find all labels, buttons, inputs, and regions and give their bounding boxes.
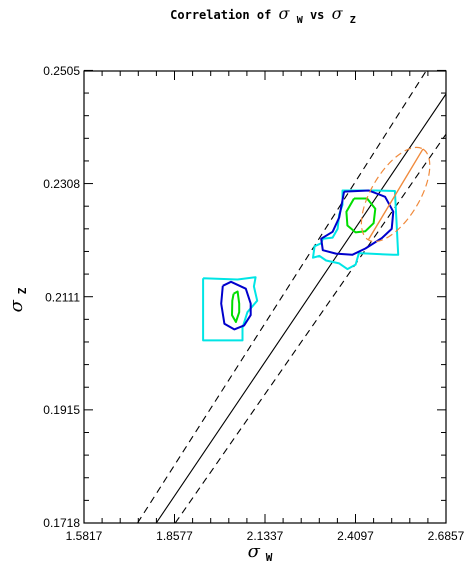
- title-var2-sub: Z: [350, 15, 356, 26]
- ellipse-major-axis: [367, 148, 424, 241]
- plot-frame: [83, 70, 447, 524]
- dashed-confidence-line: [174, 133, 446, 523]
- y-axis-symbol: σ: [6, 299, 27, 312]
- title-middle: vs: [310, 8, 332, 22]
- y-axis-sub: Z: [16, 287, 29, 294]
- ellipse-layer: [360, 146, 431, 243]
- dashed-confidence-line: [137, 71, 427, 523]
- solid-fit-line: [155, 93, 446, 523]
- green-contour: [231, 290, 241, 323]
- y-tick-label: 0.2111: [45, 290, 80, 304]
- reference-lines: [137, 71, 446, 523]
- y-tick-label: 0.1718: [43, 516, 80, 530]
- title-var1-sub: W: [297, 15, 304, 26]
- y-tick-label: 0.2505: [43, 64, 80, 78]
- x-tick-label: 2.1337: [247, 529, 284, 543]
- cyan-contour: [312, 189, 400, 271]
- title-var2-symbol: σ: [332, 4, 344, 23]
- y-tick-label: 0.1915: [43, 403, 80, 417]
- green-contour: [345, 197, 377, 234]
- y-axis-label: σ Z: [6, 287, 29, 312]
- blue-contour: [220, 280, 252, 331]
- y-tick-label: 0.2308: [43, 177, 80, 191]
- x-tick-label: 2.4097: [337, 529, 374, 543]
- cyan-contour: [202, 276, 259, 342]
- contours: [202, 189, 400, 342]
- chart-title: Correlation of σ W vs σ Z: [170, 4, 356, 26]
- x-axis-symbol: σ: [248, 541, 261, 562]
- y-tick-labels: 0.1718 0.1915 0.2111 0.2308 0.2505: [43, 64, 80, 530]
- x-axis-label: σ W: [248, 541, 273, 563]
- blue-contour: [320, 189, 395, 256]
- axis-ticks: [83, 69, 447, 524]
- x-tick-label: 1.5817: [66, 529, 103, 543]
- x-tick-label: 1.8577: [156, 529, 193, 543]
- y-axis-label-group: σ Z: [6, 287, 29, 312]
- title-var1-symbol: σ: [279, 4, 291, 23]
- x-tick-labels: 1.5817 1.8577 2.1337 2.4097 2.6857: [66, 529, 465, 543]
- x-tick-label: 2.6857: [428, 529, 465, 543]
- x-axis-sub: W: [266, 551, 273, 563]
- title-prefix: Correlation of: [170, 8, 278, 22]
